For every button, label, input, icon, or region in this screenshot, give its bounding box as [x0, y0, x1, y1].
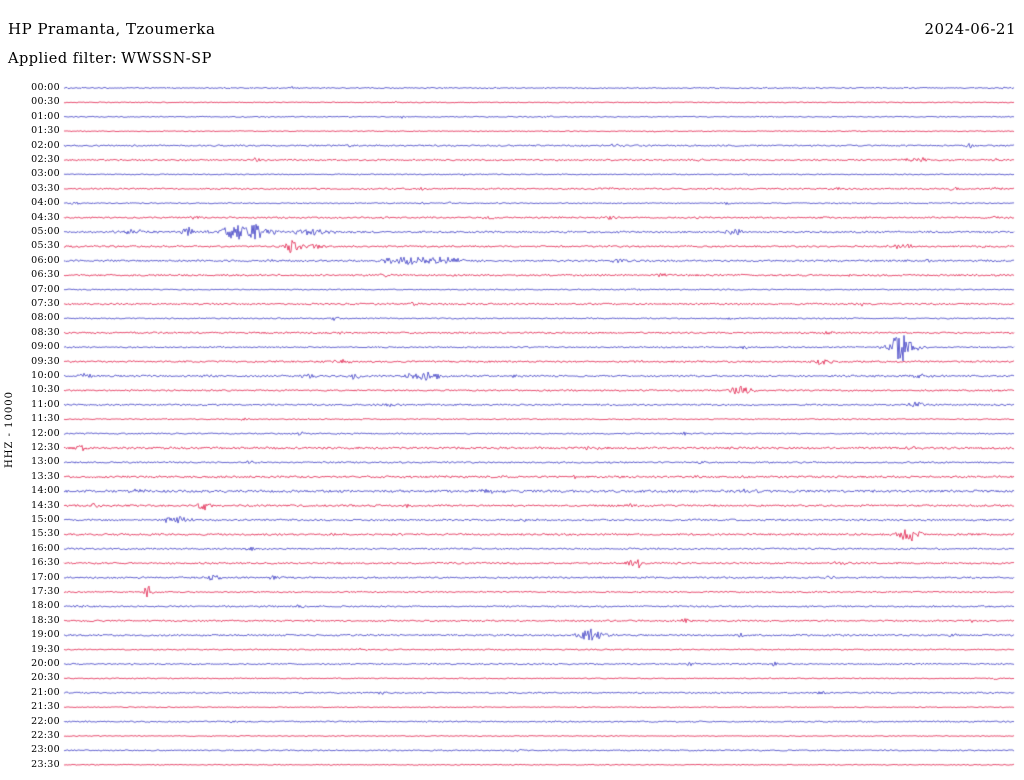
time-label: 01:00	[31, 110, 60, 122]
time-label: 08:00	[31, 312, 60, 324]
time-label: 07:30	[31, 298, 60, 309]
time-label: 21:30	[31, 701, 60, 713]
time-label: 20:30	[31, 672, 60, 684]
time-label: 11:30	[31, 413, 60, 425]
time-label: 22:00	[31, 715, 60, 727]
header: HP Pramanta, Tzoumerka 2024-06-21	[8, 20, 1016, 38]
time-label: 03:00	[31, 168, 60, 180]
filter-value: WWSSN-SP	[121, 51, 212, 67]
filter-line: Applied filter: WWSSN-SP	[8, 51, 216, 67]
time-label: 04:30	[31, 211, 60, 223]
time-label: 04:00	[31, 197, 60, 209]
time-label: 23:30	[31, 758, 60, 770]
time-label: 12:30	[31, 442, 60, 453]
time-label: 21:00	[31, 686, 60, 698]
station-title: HP Pramanta, Tzoumerka	[8, 20, 216, 38]
time-label: 15:30	[31, 528, 60, 540]
time-label: 14:30	[31, 499, 60, 511]
time-label: 05:00	[31, 226, 60, 237]
time-label: 00:00	[31, 82, 60, 93]
time-label: 02:30	[31, 154, 60, 165]
time-label: 16:00	[31, 542, 60, 554]
time-label: 14:00	[31, 485, 60, 497]
time-label: 13:30	[31, 470, 60, 482]
time-label: 16:30	[31, 557, 60, 569]
time-label: 09:30	[31, 355, 60, 367]
time-label: 01:30	[31, 125, 60, 137]
time-label: 23:00	[31, 744, 60, 756]
time-label: 19:00	[31, 629, 60, 641]
date-label: 2024-06-21	[924, 20, 1016, 38]
time-label: 17:30	[31, 586, 60, 597]
time-label: 00:30	[31, 96, 60, 108]
time-label: 06:30	[31, 269, 60, 281]
time-label: 18:30	[31, 614, 60, 626]
time-label: 08:30	[31, 326, 60, 338]
time-label: 06:00	[31, 254, 60, 266]
time-label: 11:00	[31, 398, 60, 410]
time-label: 10:00	[31, 370, 60, 381]
time-label: 03:30	[31, 182, 60, 194]
time-label: 18:00	[31, 600, 60, 612]
time-label: 09:00	[31, 341, 60, 353]
time-label: 10:30	[31, 384, 60, 396]
time-label: 05:30	[31, 240, 60, 252]
filter-label: Applied filter:	[8, 51, 118, 67]
time-label: 20:00	[31, 658, 60, 669]
time-label: 07:00	[31, 283, 60, 295]
time-label: 13:00	[31, 456, 60, 468]
time-label: 15:00	[31, 514, 60, 525]
time-label: 22:30	[31, 730, 60, 741]
time-label: 17:00	[31, 571, 60, 583]
time-label: 12:00	[31, 427, 60, 439]
time-label: 19:30	[31, 643, 60, 655]
time-label: 02:00	[31, 139, 60, 151]
